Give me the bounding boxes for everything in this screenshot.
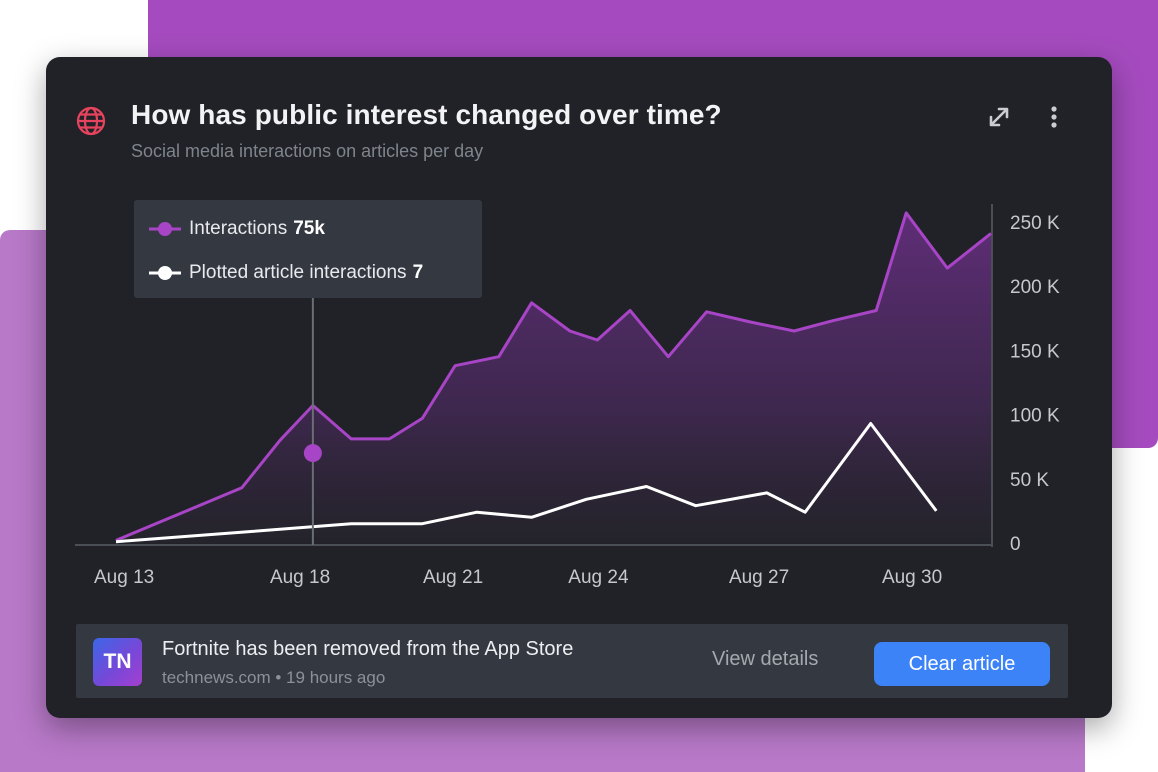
more-vertical-icon[interactable] [1042, 102, 1066, 132]
page-title: How has public interest changed over tim… [131, 99, 722, 130]
tooltip-row-interactions: Interactions 75k [148, 217, 325, 241]
hover-point-marker [303, 444, 322, 463]
x-tick-label: Aug 30 [882, 567, 942, 588]
y-tick-label: 250 K [1010, 213, 1060, 234]
article-title[interactable]: Fortnite has been removed from the App S… [162, 638, 574, 660]
expand-icon[interactable] [984, 102, 1014, 132]
interactions-legend-swatch [149, 222, 181, 236]
view-details-button[interactable]: View details [712, 648, 819, 670]
clear-article-button[interactable]: Clear article [874, 642, 1050, 686]
article-meta: technews.com • 19 hours ago [162, 668, 386, 687]
y-tick-label: 100 K [1010, 406, 1060, 427]
x-tick-label: Aug 27 [729, 567, 789, 588]
tooltip-row-article: Plotted article interactions 7 [148, 261, 423, 285]
interactions-series-line [115, 211, 992, 542]
x-tick-label: Aug 18 [270, 567, 330, 588]
y-tick-label: 0 [1010, 534, 1021, 555]
publisher-logo: TN [93, 638, 142, 686]
tooltip-value-interactions: 75k [293, 218, 325, 239]
article-legend-swatch [149, 266, 181, 280]
globe-icon [76, 106, 106, 136]
y-tick-label: 50 K [1010, 470, 1049, 491]
article-series-line [115, 422, 938, 544]
article-bar: TN Fortnite has been removed from the Ap… [76, 624, 1068, 698]
x-tick-label: Aug 13 [94, 567, 154, 588]
tooltip-label-article: Plotted article interactions [189, 262, 407, 283]
tooltip-label-interactions: Interactions [189, 218, 288, 239]
x-tick-label: Aug 24 [568, 567, 629, 588]
chart-tooltip: Interactions 75k Plotted article interac… [134, 200, 482, 298]
x-tick-label: Aug 21 [423, 567, 483, 588]
interactions-area-fill [116, 212, 991, 543]
page-subtitle: Social media interactions on articles pe… [131, 141, 484, 161]
tooltip-value-article: 7 [412, 262, 424, 283]
y-tick-label: 150 K [1010, 341, 1060, 362]
y-tick-label: 200 K [1010, 277, 1060, 298]
